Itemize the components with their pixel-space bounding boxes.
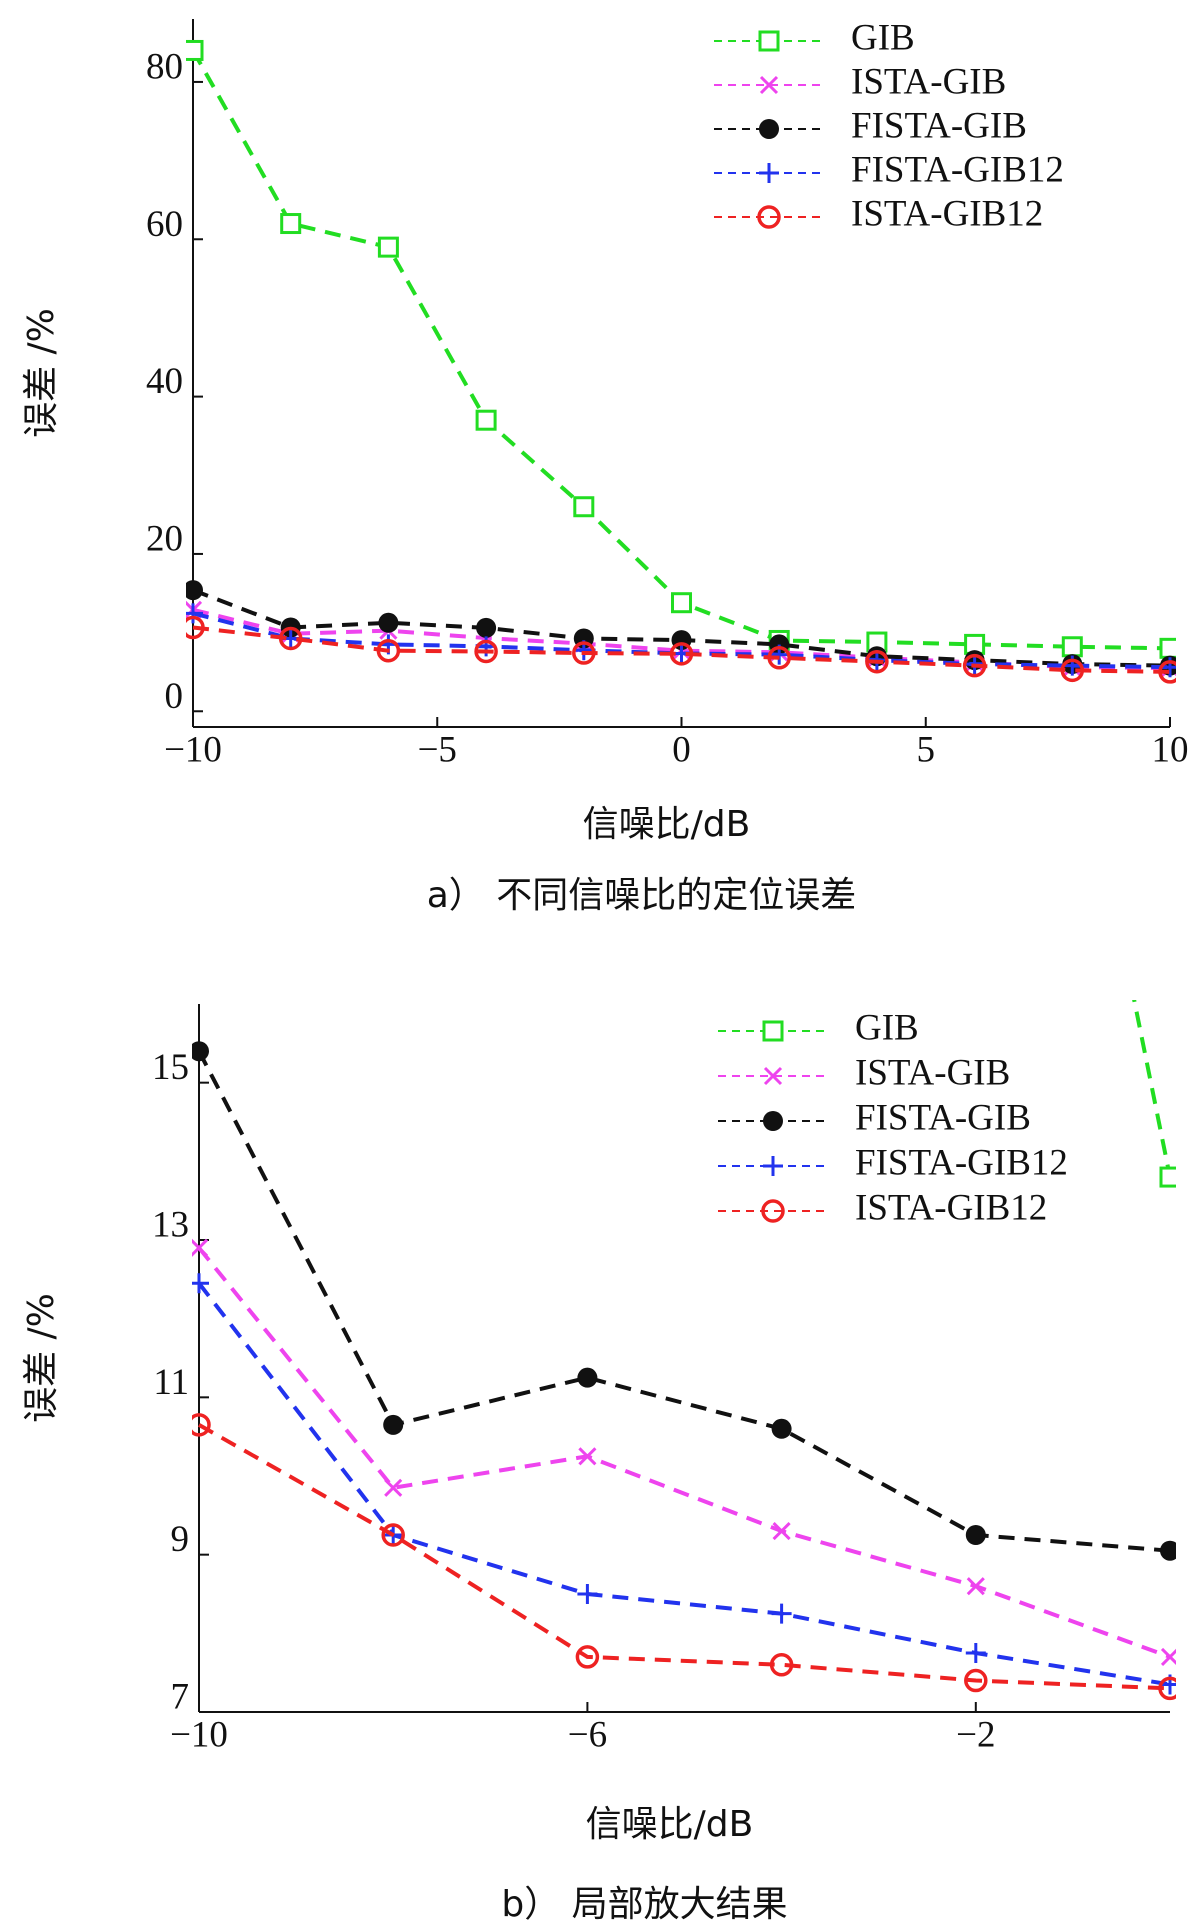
marker [186, 615, 205, 640]
plot-area [192, 1000, 1176, 1701]
marker [192, 1041, 209, 1062]
legend-marker [763, 1066, 783, 1086]
x-tick-label: −10 [170, 1714, 228, 1755]
marker [575, 1645, 600, 1669]
marker [771, 1603, 792, 1624]
marker [186, 580, 203, 601]
marker [278, 626, 303, 651]
marker [772, 1522, 791, 1541]
x-tick-label: −6 [568, 1714, 607, 1755]
x-tick-label: 0 [672, 729, 691, 770]
y-tick-label: 20 [146, 518, 183, 559]
legend-label: FISTA-GIB [851, 105, 1027, 146]
marker [186, 39, 204, 61]
y-tick-label: 13 [152, 1204, 189, 1245]
marker [475, 409, 497, 431]
marker [769, 1653, 794, 1677]
marker [474, 639, 498, 664]
marker [1160, 1540, 1176, 1561]
y-axis-label: 误差 /% [21, 308, 62, 438]
x-tick-label: 10 [1152, 729, 1189, 770]
legend-label: ISTA-GIB [855, 1052, 1010, 1093]
legend-label: FISTA-GIB12 [855, 1142, 1068, 1183]
marker [476, 617, 497, 638]
legend-marker [759, 163, 779, 183]
y-tick-label: 7 [171, 1676, 190, 1717]
marker [767, 646, 791, 670]
y-axis-label: 误差 /% [21, 1293, 62, 1423]
y-tick-label: 0 [165, 676, 184, 717]
marker [966, 1577, 985, 1596]
marker [1160, 1647, 1176, 1666]
y-tick-label: 9 [171, 1519, 190, 1560]
legend-marker [759, 75, 779, 95]
marker [1158, 660, 1176, 684]
marker [771, 1418, 792, 1439]
legend-label: ISTA-GIB [851, 61, 1006, 102]
series-line [197, 1050, 1171, 1553]
legend-marker [757, 205, 781, 229]
marker [964, 1668, 988, 1693]
marker [669, 642, 694, 666]
marker [572, 641, 596, 665]
chart-title: a） 不同信噪比的定位误差 [427, 875, 857, 916]
y-tick-label: 15 [152, 1047, 189, 1088]
x-tick-label: −5 [418, 729, 457, 770]
marker [376, 638, 401, 663]
marker [192, 1273, 209, 1294]
legend-marker [762, 1020, 784, 1042]
marker [378, 612, 399, 633]
marker [1158, 1676, 1176, 1701]
marker [577, 1584, 598, 1604]
legend-label: GIB [855, 1007, 919, 1048]
marker [280, 213, 302, 235]
marker [578, 1447, 597, 1466]
marker [192, 1413, 211, 1437]
marker [383, 1414, 404, 1435]
marker [671, 592, 692, 614]
y-tick-label: 80 [146, 46, 183, 87]
marker [577, 1367, 598, 1388]
legend-label: FISTA-GIB [855, 1097, 1031, 1138]
marker [1060, 658, 1085, 683]
marker [192, 1238, 209, 1257]
x-axis-label: 信噪比/dB [583, 804, 751, 845]
x-tick-label: 5 [917, 729, 936, 770]
legend-marker [761, 1199, 785, 1223]
x-tick-label: −10 [164, 729, 222, 770]
y-tick-label: 40 [146, 361, 183, 402]
marker [962, 653, 987, 678]
legend-marker [763, 1111, 783, 1131]
series-line [192, 625, 1171, 674]
marker [865, 649, 889, 674]
series-line [198, 1423, 1171, 1691]
marker [1061, 636, 1083, 658]
legend-label: ISTA-GIB12 [851, 193, 1043, 234]
marker [965, 1525, 986, 1545]
legend-marker [758, 30, 780, 52]
legend-marker [759, 119, 779, 139]
x-tick-label: −2 [956, 1714, 995, 1755]
legend-label: ISTA-GIB12 [855, 1187, 1047, 1228]
chart-title: b） 局部放大结果 [501, 1884, 787, 1925]
marker [1159, 1166, 1176, 1188]
series-line [197, 1282, 1171, 1687]
marker [965, 1643, 986, 1663]
marker [377, 236, 399, 258]
x-axis-label: 信噪比/dB [586, 1804, 754, 1845]
legend-label: FISTA-GIB12 [851, 149, 1064, 190]
legend-marker [763, 1156, 783, 1176]
series-line [197, 1246, 1171, 1659]
marker [573, 496, 595, 518]
marker [1159, 637, 1176, 659]
y-tick-label: 11 [153, 1362, 189, 1403]
marker [384, 1478, 403, 1497]
y-tick-label: 60 [146, 204, 183, 245]
series-line [192, 611, 1171, 670]
marker [186, 603, 203, 624]
plot-area [186, 39, 1176, 684]
legend-label: GIB [851, 17, 915, 58]
marker [381, 1523, 405, 1547]
